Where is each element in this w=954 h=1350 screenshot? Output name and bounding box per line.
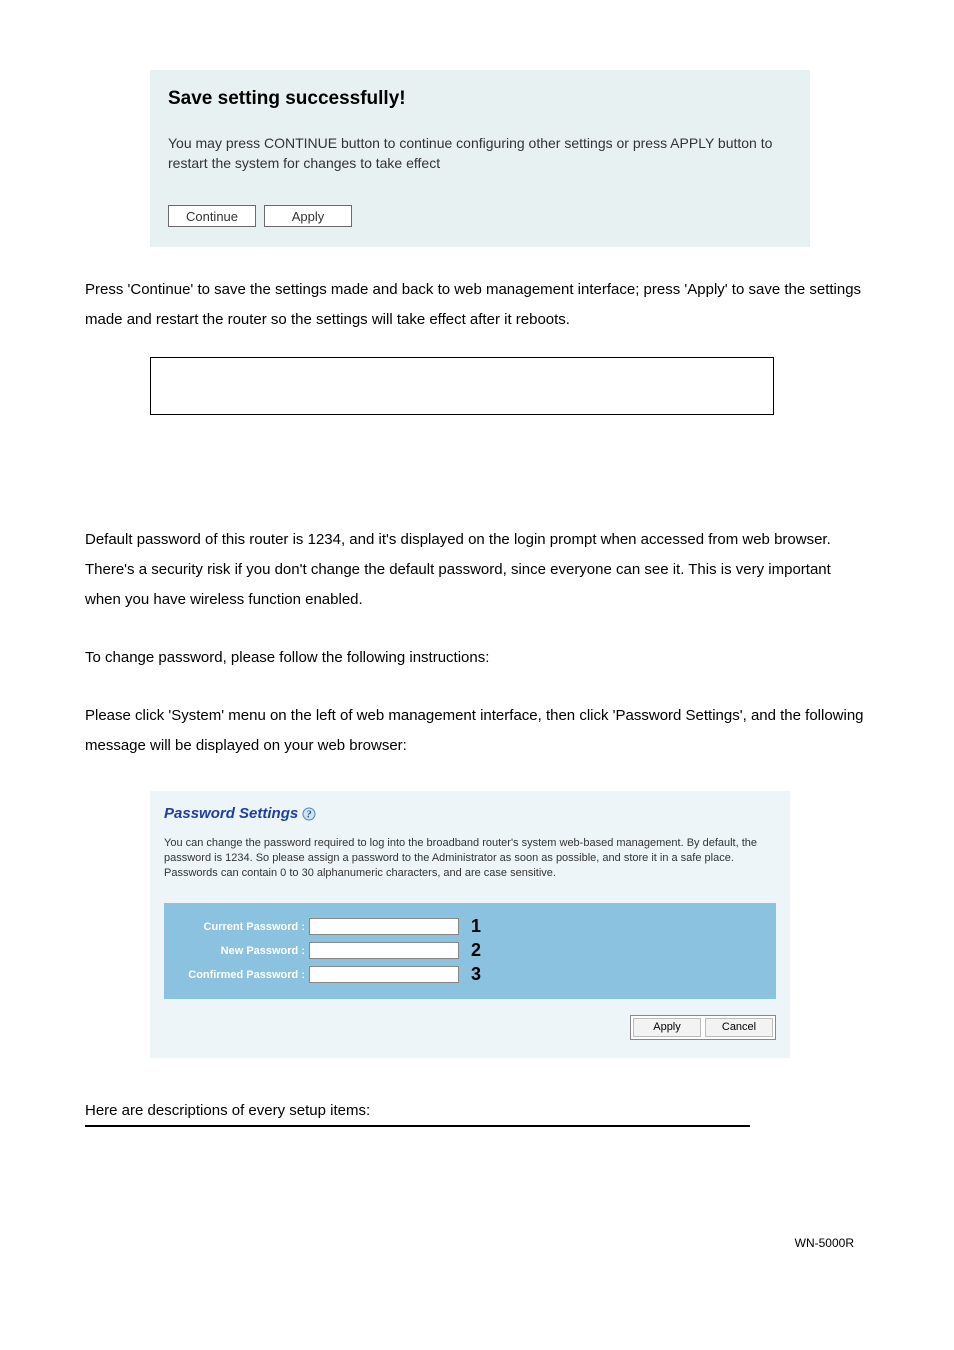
password-form: Current Password : 1 New Password : 2 Co… [164,903,776,999]
new-password-row: New Password : 2 [174,939,766,963]
help-icon[interactable]: ? [302,807,316,821]
password-title-row: Password Settings ? [164,805,776,822]
password-description: You can change the password required to … [164,836,776,881]
confirmed-password-input[interactable] [309,966,459,983]
save-setting-panel: Save setting successfully! You may press… [150,70,810,247]
save-message: You may press CONTINUE button to continu… [168,134,792,173]
svg-text:?: ? [307,809,312,820]
new-password-label: New Password : [174,945,309,957]
paragraph-4: Please click 'System' menu on the left o… [85,701,869,761]
marker-2: 2 [471,940,481,961]
password-apply-button[interactable]: Apply [633,1018,701,1037]
paragraph-1: Press 'Continue' to save the settings ma… [85,275,869,335]
password-settings-title: Password Settings [164,805,298,822]
divider [85,1125,750,1127]
current-password-label: Current Password : [174,921,309,933]
current-password-input[interactable] [309,918,459,935]
password-button-row: Apply Cancel [164,1015,776,1040]
marker-1: 1 [471,916,481,937]
save-button-row: Continue Apply [168,205,792,227]
descriptions-heading: Here are descriptions of every setup ite… [85,1102,869,1119]
apply-button[interactable]: Apply [264,205,352,227]
document-page: Save setting successfully! You may press… [0,0,954,1177]
continue-button[interactable]: Continue [168,205,256,227]
footer-model: WN-5000R [795,1236,854,1250]
password-cancel-button[interactable]: Cancel [705,1018,773,1037]
save-title: Save setting successfully! [168,88,792,110]
paragraph-2: Default password of this router is 1234,… [85,525,869,615]
confirmed-password-row: Confirmed Password : 3 [174,963,766,987]
password-button-box: Apply Cancel [630,1015,776,1040]
spacer [85,415,869,525]
paragraph-3: To change password, please follow the fo… [85,643,869,673]
password-settings-panel: Password Settings ? You can change the p… [150,791,790,1058]
marker-3: 3 [471,964,481,985]
current-password-row: Current Password : 1 [174,915,766,939]
confirmed-password-label: Confirmed Password : [174,969,309,981]
new-password-input[interactable] [309,942,459,959]
empty-box [150,357,774,415]
